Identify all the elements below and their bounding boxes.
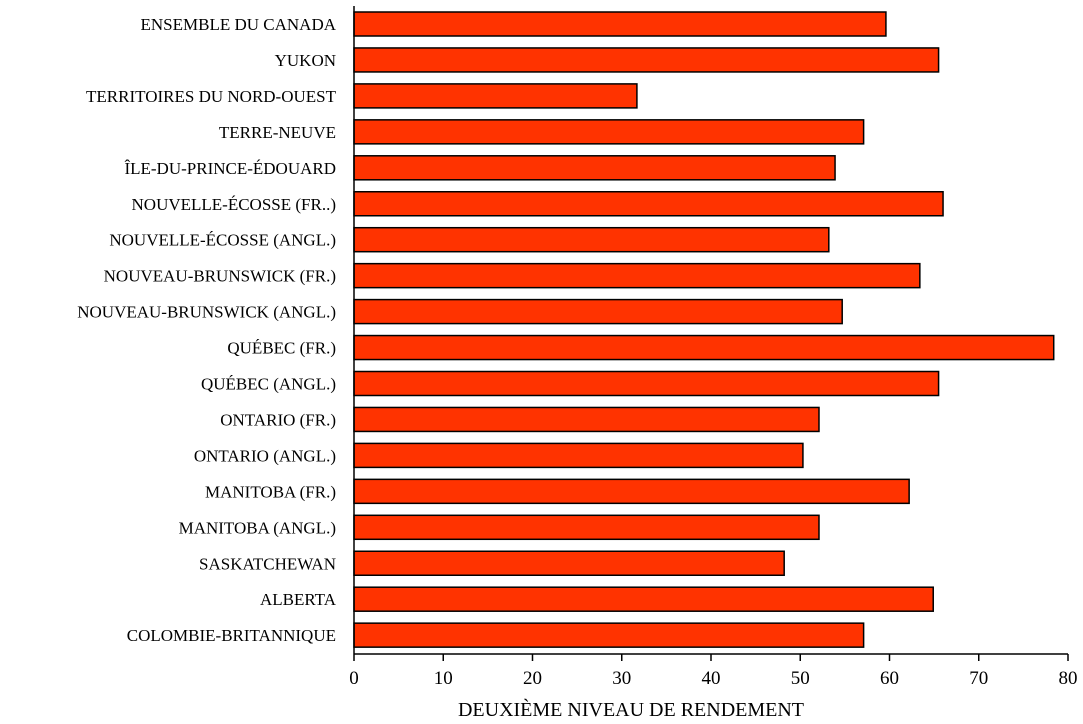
x-tick-label: 40 bbox=[702, 668, 721, 689]
bar bbox=[354, 407, 819, 431]
x-tick-label: 50 bbox=[791, 668, 810, 689]
category-labels: ENSEMBLE DU CANADA YUKON TERRITOIRES DU NO… bbox=[77, 15, 336, 645]
category-label: NOUVEAU-BRUNSWICK (ANGL.) bbox=[77, 303, 336, 322]
category-label: ONTARIO (FR.) bbox=[220, 410, 336, 429]
category-label: QUÉBEC (ANGL.) bbox=[201, 375, 336, 394]
bar bbox=[354, 192, 943, 216]
category-label: MANITOBA (FR.) bbox=[205, 482, 336, 501]
category-label: ÎLE-DU-PRINCE-ÉDOUARD bbox=[124, 159, 336, 178]
bar bbox=[354, 587, 933, 611]
category-label: NOUVELLE-ÉCOSSE (FR..) bbox=[132, 195, 336, 214]
bars-group bbox=[354, 12, 1054, 647]
x-tick-label: 0 bbox=[349, 668, 359, 689]
bar bbox=[354, 443, 803, 467]
category-label: YUKON bbox=[275, 51, 336, 70]
category-label: TERRITOIRES DU NORD-OUEST bbox=[86, 87, 337, 106]
bar bbox=[354, 515, 819, 539]
category-label: NOUVELLE-ÉCOSSE (ANGL.) bbox=[109, 231, 336, 250]
bar bbox=[354, 120, 864, 144]
bar bbox=[354, 300, 842, 324]
bar bbox=[354, 551, 784, 575]
category-label: COLOMBIE-BRITANNIQUE bbox=[127, 626, 336, 645]
x-tick-label: 60 bbox=[880, 668, 899, 689]
category-label: ONTARIO (ANGL.) bbox=[194, 446, 336, 465]
bar bbox=[354, 372, 939, 396]
x-tick-label: 80 bbox=[1059, 668, 1078, 689]
category-label: TERRE-NEUVE bbox=[219, 123, 336, 142]
bar bbox=[354, 48, 939, 72]
bar bbox=[354, 264, 920, 288]
x-tick-label: 20 bbox=[523, 668, 542, 689]
bar bbox=[354, 623, 864, 647]
bar bbox=[354, 156, 835, 180]
x-tick-label: 30 bbox=[612, 668, 631, 689]
category-label: ENSEMBLE DU CANADA bbox=[141, 15, 337, 34]
category-label: MANITOBA (ANGL.) bbox=[179, 518, 336, 537]
x-tick-label: 70 bbox=[969, 668, 988, 689]
category-label: QUÉBEC (FR.) bbox=[227, 339, 336, 358]
category-label: SASKATCHEWAN bbox=[199, 554, 336, 573]
bar bbox=[354, 336, 1054, 360]
bar bbox=[354, 12, 886, 36]
category-label: ALBERTA bbox=[260, 590, 337, 609]
x-axis-title: DEUXIÈME NIVEAU DE RENDEMENT bbox=[458, 698, 804, 721]
bar bbox=[354, 84, 637, 108]
x-axis-ticks: 0 10 20 30 40 50 60 70 80 bbox=[349, 654, 1077, 689]
bar bbox=[354, 228, 829, 252]
x-tick-label: 10 bbox=[434, 668, 453, 689]
bar bbox=[354, 479, 909, 503]
category-label: NOUVEAU-BRUNSWICK (FR.) bbox=[104, 267, 336, 286]
